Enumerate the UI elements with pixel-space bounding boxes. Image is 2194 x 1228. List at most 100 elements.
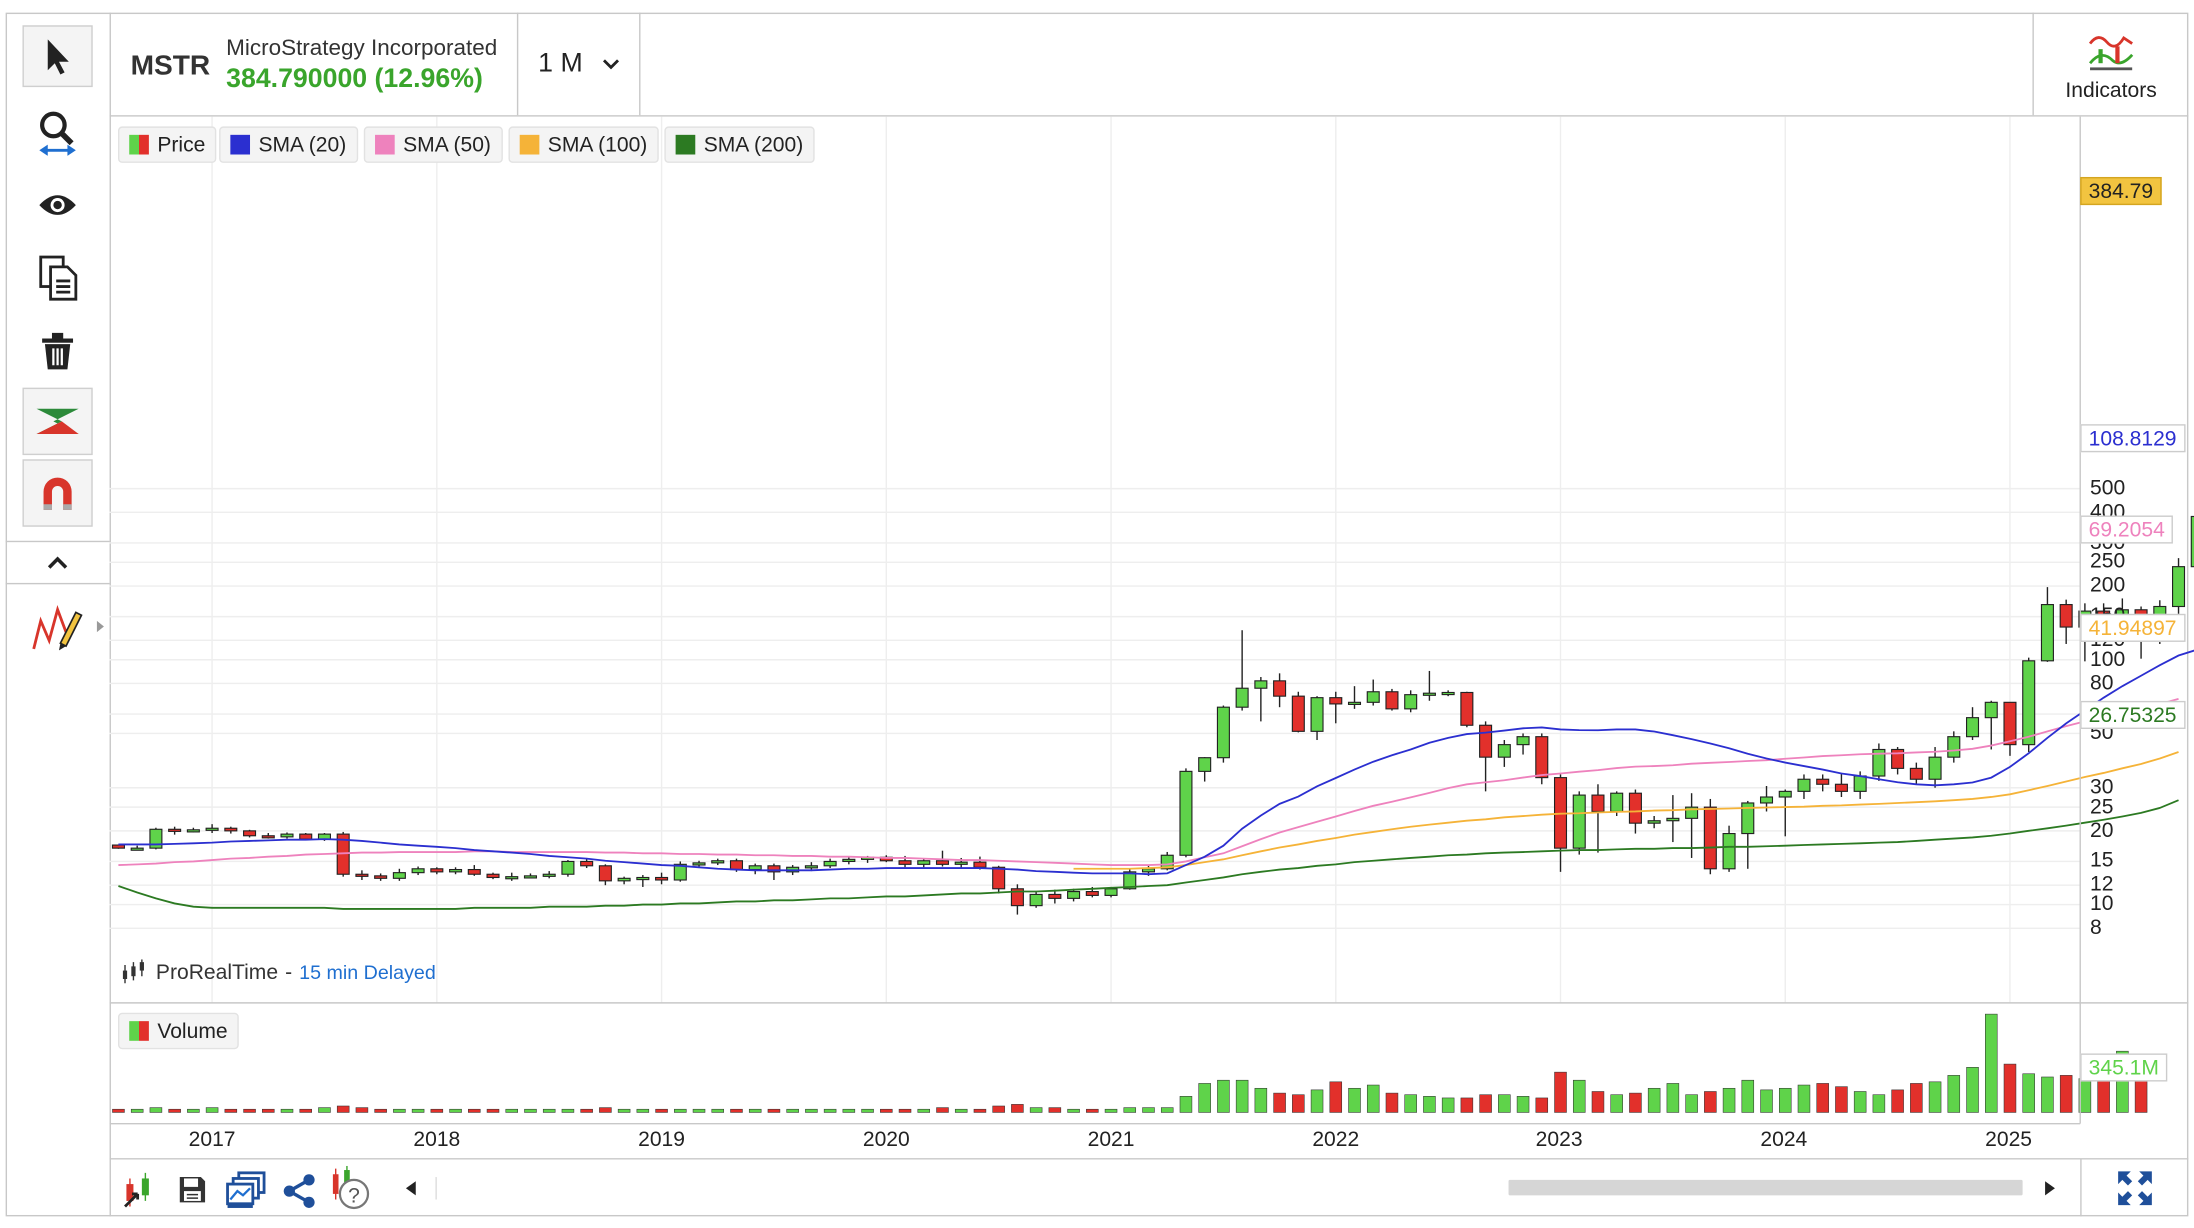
share-button[interactable] <box>281 1173 318 1217</box>
volume-bar <box>842 1108 856 1113</box>
legend-price[interactable]: Price <box>117 126 217 163</box>
volume-bar <box>205 1107 219 1113</box>
price-swatch <box>129 134 149 155</box>
volume-bar <box>1329 1081 1343 1113</box>
volume-bar <box>992 1105 1005 1113</box>
price-tick-label: 100 <box>2090 647 2126 671</box>
candle-body <box>767 865 781 873</box>
candle-body <box>935 860 950 865</box>
volume-bar <box>449 1108 462 1113</box>
candle-body <box>1965 717 1980 738</box>
window-frame <box>5 12 2189 1217</box>
candle-body <box>992 866 1006 890</box>
candle-body <box>1422 692 1436 696</box>
trash-icon <box>42 332 74 370</box>
candle-body <box>243 830 257 837</box>
candle-body <box>655 876 669 881</box>
candle-body <box>1048 893 1062 899</box>
help-button[interactable]: ? <box>326 1165 374 1218</box>
legend-volume-label: Volume <box>157 1019 228 1043</box>
copy-tool[interactable] <box>22 247 92 309</box>
volume-bar <box>168 1108 181 1113</box>
candle-body <box>505 876 519 880</box>
volume-bar <box>1123 1107 1137 1113</box>
legend-volume[interactable]: Volume <box>117 1012 239 1050</box>
trade-icon <box>124 1172 149 1208</box>
trend-tool[interactable] <box>22 387 93 456</box>
header-sep-3 <box>2032 12 2034 116</box>
source-delay: 15 min Delayed <box>299 960 436 984</box>
sma100-line <box>1073 751 2179 870</box>
volume-bar <box>112 1108 125 1113</box>
visibility-tool[interactable] <box>22 174 92 236</box>
candle-body <box>1329 697 1343 705</box>
volume-bar <box>486 1108 500 1113</box>
volume-bar <box>805 1108 818 1113</box>
volume-bar <box>1104 1108 1118 1113</box>
volume-bar <box>1179 1096 1193 1113</box>
save-button[interactable] <box>177 1174 208 1212</box>
scroll-left-button[interactable] <box>405 1181 416 1196</box>
price-tick-label: 250 <box>2090 549 2126 574</box>
scroll-right-button[interactable] <box>2045 1181 2055 1196</box>
volume-bar <box>1760 1089 1773 1113</box>
volume-bar <box>1666 1083 1680 1113</box>
volume-bar <box>1441 1097 1455 1113</box>
collapse-toolbar-button[interactable] <box>22 545 92 582</box>
volume-bar <box>580 1108 593 1113</box>
trade-button[interactable] <box>121 1170 160 1216</box>
candle-body <box>1160 854 1174 870</box>
volume-bar <box>786 1108 799 1113</box>
candle-body <box>1460 691 1474 726</box>
year-label-2025: 2025 <box>1985 1127 2033 1152</box>
legend-sma20[interactable]: SMA (20) <box>219 126 358 163</box>
volume-bar <box>374 1108 387 1113</box>
volume-bar <box>1048 1107 1062 1113</box>
candle-body <box>1347 701 1362 705</box>
legend-sma100[interactable]: SMA (100) <box>508 126 659 163</box>
legend-sma50[interactable]: SMA (50) <box>363 126 503 163</box>
legend-sma200[interactable]: SMA (200) <box>664 126 815 163</box>
volume-bar <box>1385 1092 1399 1113</box>
candle-body <box>1235 687 1249 708</box>
price-layer <box>111 515 2194 915</box>
candle-body <box>1947 736 1961 758</box>
drawing-tool[interactable] <box>22 596 92 658</box>
candle-body <box>1029 893 1043 907</box>
indicators-button[interactable]: Indicators <box>2034 13 2189 116</box>
delete-tool[interactable] <box>22 320 92 382</box>
candle-body <box>1666 817 1680 822</box>
interval-select[interactable]: 1 M <box>518 13 639 116</box>
candle-body <box>1853 775 1867 792</box>
last-price-tag: 384.79 <box>2080 176 2162 206</box>
zoom-tool[interactable] <box>22 101 92 163</box>
candle-body <box>898 860 912 865</box>
windows-button[interactable] <box>225 1170 267 1216</box>
trend-icon <box>36 408 79 435</box>
candle-body <box>411 868 425 874</box>
fullscreen-button[interactable] <box>2117 1170 2154 1214</box>
volume-bar <box>1778 1087 1792 1113</box>
magnet-tool[interactable] <box>22 459 93 527</box>
candle-body <box>430 868 444 873</box>
scrollbar-thumb[interactable] <box>1508 1179 2023 1196</box>
candle-body <box>1179 770 1193 856</box>
price-tick-label: 25 <box>2090 794 2114 819</box>
cursor-tool[interactable] <box>22 25 93 88</box>
volume-bar <box>655 1108 668 1113</box>
drawing-tool-expand-icon[interactable] <box>96 620 104 633</box>
volume-bar <box>1872 1094 1886 1113</box>
candle-body <box>449 868 463 873</box>
volume-tag: 345.1M <box>2080 1053 2168 1082</box>
collapse-icon <box>47 556 68 569</box>
volume-bar <box>1947 1075 1961 1113</box>
candle-body <box>467 868 481 875</box>
candle-body <box>973 861 987 868</box>
volume-bar <box>243 1108 256 1113</box>
candle-body <box>1591 794 1605 813</box>
candle-body <box>1198 757 1212 772</box>
volume-bar <box>524 1108 537 1113</box>
volume-bar <box>1572 1079 1586 1113</box>
price-tick-label: 12 <box>2090 872 2114 897</box>
